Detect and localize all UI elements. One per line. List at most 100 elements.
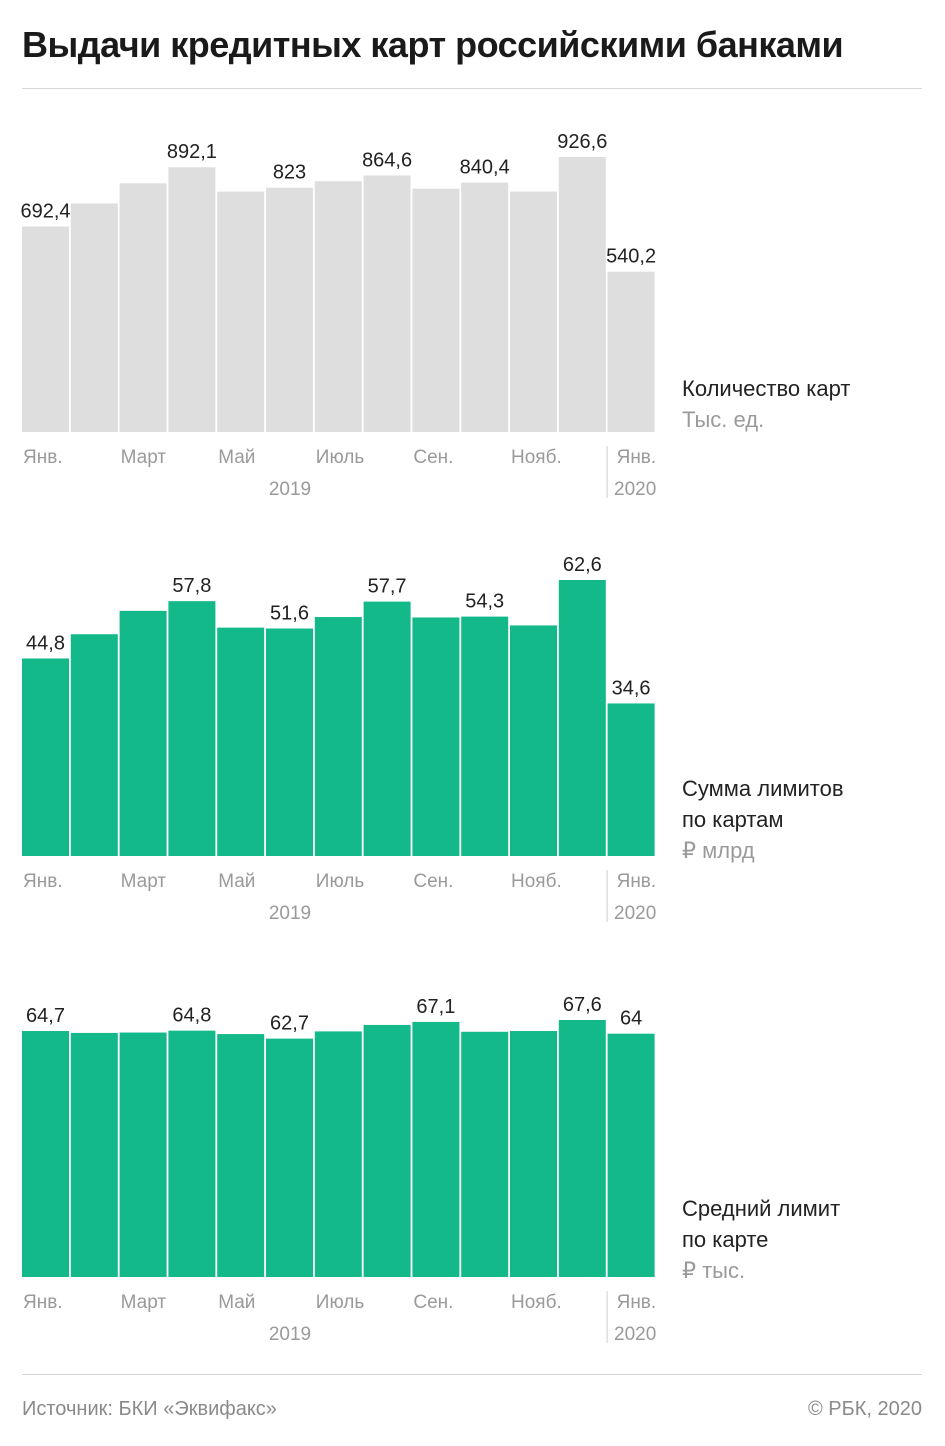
chart-limit-sum-svg: 44,8 57,8 51,6 57,7 54,3 62,6 34,6 Янв. Март Май И… [22, 554, 657, 924]
legend-name-line-1: Количество карт [682, 376, 851, 401]
data-label: 64 [620, 1008, 642, 1030]
data-label: 926,6 [557, 131, 607, 153]
page-title: Выдачи кредитных карт российскими банкам… [22, 24, 844, 65]
month-tick-label: Июль [316, 871, 365, 892]
legend-name-line-1: Средний лимит [682, 1196, 841, 1221]
bar [22, 658, 69, 856]
month-tick-label: Март [121, 447, 167, 468]
data-label: 540,2 [606, 246, 656, 268]
bar [70, 1032, 118, 1277]
month-tick-label: Нояб. [511, 447, 562, 468]
month-tick-label: Сен. [413, 1292, 453, 1313]
year-label-2020: 2020 [614, 479, 656, 500]
year-label-2019: 2019 [269, 1324, 311, 1345]
bar [217, 191, 265, 432]
month-tick-label: Янв. [23, 447, 63, 468]
bar [363, 1024, 411, 1277]
bar [510, 625, 557, 856]
month-tick-label: Март [121, 871, 167, 892]
data-label: 864,6 [362, 149, 412, 171]
chart-card-count-svg: 692,4 892,1 823 864,6 840,4 926,6 540,2 Янв. Мар… [20, 131, 657, 500]
data-label: 67,1 [416, 996, 455, 1018]
bar [461, 616, 509, 856]
bar [70, 203, 118, 432]
data-label: 51,6 [270, 602, 309, 624]
data-label: 57,7 [368, 576, 407, 598]
bar [558, 1020, 606, 1277]
month-tick-label: Янв. [617, 871, 657, 892]
legend-unit: ₽ тыс. [682, 1258, 746, 1283]
bar [607, 703, 655, 856]
bar [119, 1032, 167, 1277]
bar [314, 181, 362, 432]
bar [558, 157, 606, 432]
bar [217, 1034, 265, 1277]
bar [314, 1031, 362, 1277]
year-label-2019: 2019 [269, 479, 311, 500]
legend-name-line-2: по картам [682, 807, 784, 832]
bar [510, 1031, 557, 1277]
bar [510, 191, 557, 432]
year-label-2020: 2020 [614, 903, 656, 924]
data-label: 840,4 [460, 157, 510, 179]
bar [217, 627, 265, 856]
bar [168, 601, 216, 856]
bar [119, 183, 167, 432]
footer-source: Источник: БКИ «Эквифакс» [22, 1398, 277, 1420]
footer-divider [22, 1374, 922, 1375]
data-label: 823 [273, 162, 306, 184]
data-label: 57,8 [172, 575, 211, 597]
month-tick-label: Сен. [413, 871, 453, 892]
bar [461, 1031, 509, 1277]
data-label: 692,4 [20, 201, 70, 223]
header-divider [22, 88, 922, 89]
bar [363, 601, 411, 856]
bar [266, 628, 313, 856]
month-tick-label: Янв. [23, 871, 63, 892]
data-label: 64,7 [26, 1005, 65, 1027]
month-tick-label: Нояб. [511, 871, 562, 892]
legend-unit: ₽ млрд [682, 838, 755, 863]
bar [314, 617, 362, 856]
bar [412, 188, 460, 432]
year-label-2019: 2019 [269, 903, 311, 924]
month-tick-label: Май [218, 1292, 255, 1313]
month-tick-label: Июль [316, 447, 365, 468]
bar [22, 226, 69, 432]
legend-unit: Тыс. ед. [682, 407, 765, 432]
month-tick-label: Нояб. [511, 1292, 562, 1313]
legend-name-line-1: Сумма лимитов [682, 776, 844, 801]
bar [363, 175, 411, 432]
bar [266, 1038, 313, 1277]
legend-name-line-2: по карте [682, 1227, 769, 1252]
month-tick-label: Янв. [617, 1292, 657, 1313]
data-label: 892,1 [167, 141, 217, 163]
bar [461, 182, 509, 432]
month-tick-label: Сен. [413, 447, 453, 468]
data-label: 64,8 [172, 1005, 211, 1027]
month-tick-label: Май [218, 871, 255, 892]
data-label: 44,8 [26, 632, 65, 654]
bar [607, 271, 655, 432]
bar [22, 1031, 69, 1277]
data-label: 54,3 [465, 591, 504, 613]
data-label: 62,6 [563, 554, 602, 576]
bar [412, 617, 460, 856]
month-tick-label: Янв. [617, 447, 657, 468]
bar [70, 634, 118, 856]
chart-average-limit-svg: 64,7 64,8 62,7 67,1 67,6 64 Янв. Март Май Июль Сен… [22, 994, 657, 1345]
bar [168, 1030, 216, 1277]
data-label: 34,6 [612, 677, 651, 699]
data-label: 62,7 [270, 1013, 309, 1035]
chart-limit-sum-legend: Сумма лимитов по картам ₽ млрд [682, 773, 844, 866]
month-tick-label: Март [121, 1292, 167, 1313]
month-tick-label: Май [218, 447, 255, 468]
data-label: 67,6 [563, 994, 602, 1016]
chart-average-limit-legend: Средний лимит по карте ₽ тыс. [682, 1193, 840, 1286]
month-tick-label: Июль [316, 1292, 365, 1313]
month-tick-label: Янв. [23, 1292, 63, 1313]
bar [119, 610, 167, 856]
bar [607, 1033, 655, 1277]
year-label-2020: 2020 [614, 1324, 656, 1345]
bar [168, 167, 216, 432]
